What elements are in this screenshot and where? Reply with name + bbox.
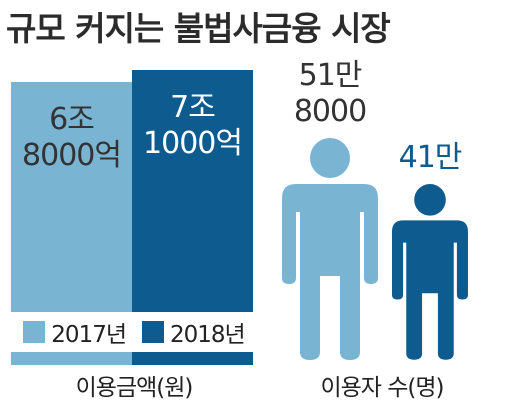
legend-swatch-2017	[23, 321, 46, 343]
person-body	[392, 220, 468, 360]
legend-swatch-2018	[142, 321, 164, 343]
amount-axis-label: 이용금액(원)	[75, 375, 194, 401]
person-body	[282, 184, 378, 360]
person-2017-icon	[282, 138, 378, 360]
person-head	[414, 184, 446, 216]
legend-item-2018: 2018년	[142, 315, 246, 349]
person-2017-value-label: 51만 8000	[293, 58, 367, 129]
bar-2018-value-label: 7조 1000억	[143, 90, 243, 161]
legend-label-2018: 2018년	[170, 322, 246, 348]
legend: 2017년 2018년	[11, 312, 257, 352]
person-head	[310, 138, 350, 178]
legend-label-2017: 2017년	[51, 322, 127, 348]
chart-title: 규모 커지는 불법사금융 시장	[6, 9, 391, 48]
person-2018-value-label: 41만	[398, 140, 463, 176]
users-axis-label: 이용자 수(명)	[320, 375, 444, 401]
bar-2017-value-label: 6조 8000억	[22, 102, 122, 174]
person-2018-icon	[392, 184, 468, 360]
legend-item-2017: 2017년	[23, 315, 127, 349]
